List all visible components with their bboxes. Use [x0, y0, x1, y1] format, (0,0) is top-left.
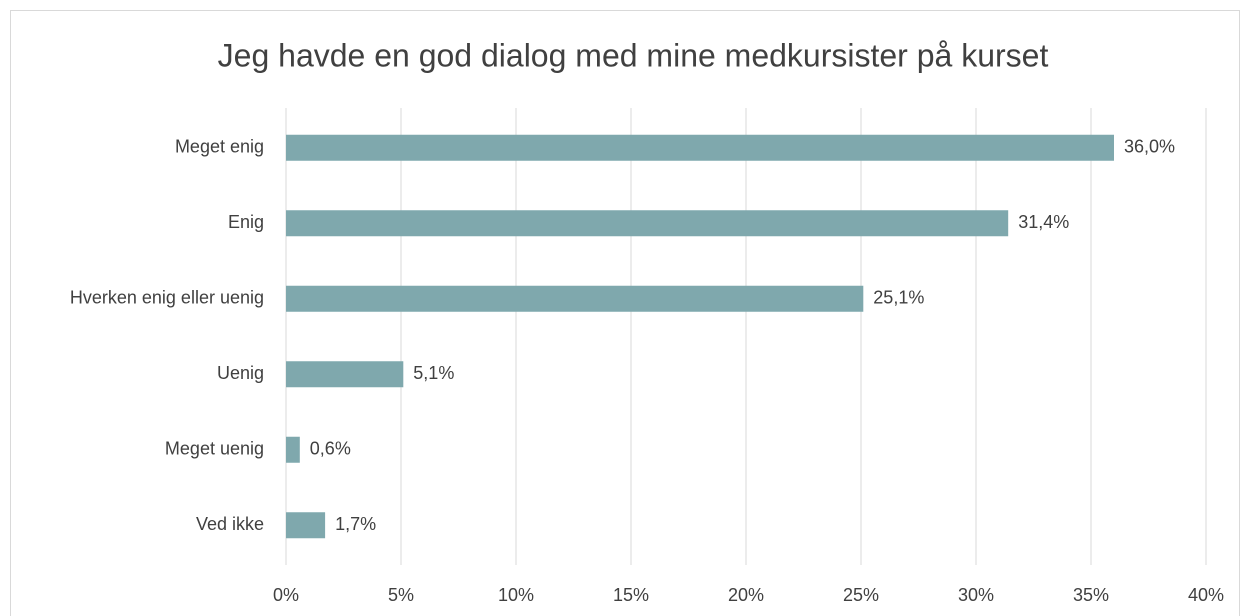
bar — [286, 512, 326, 539]
y-tick-label: Meget enig — [175, 137, 264, 157]
chart-frame — [10, 10, 1240, 616]
x-tick-label: 35% — [1073, 585, 1109, 605]
x-tick-label: 20% — [728, 585, 764, 605]
data-label: 36,0% — [1124, 137, 1175, 157]
data-label: 31,4% — [1018, 212, 1069, 232]
x-tick-label: 40% — [1188, 585, 1224, 605]
bar — [286, 361, 404, 388]
bar — [286, 285, 864, 312]
bar — [286, 436, 300, 463]
x-tick-label: 10% — [498, 585, 534, 605]
y-tick-label: Uenig — [217, 363, 264, 383]
data-label: 5,1% — [413, 363, 454, 383]
chart-title: Jeg havde en god dialog med mine medkurs… — [218, 37, 1049, 73]
data-label: 1,7% — [335, 514, 376, 534]
x-tick-label: 25% — [843, 585, 879, 605]
x-tick-label: 15% — [613, 585, 649, 605]
y-tick-label: Meget uenig — [165, 439, 264, 459]
x-tick-label: 30% — [958, 585, 994, 605]
x-tick-label: 5% — [388, 585, 414, 605]
y-tick-label: Hverken enig eller uenig — [70, 288, 264, 308]
data-label: 25,1% — [873, 288, 924, 308]
data-label: 0,6% — [310, 439, 351, 459]
y-tick-label: Enig — [228, 212, 264, 232]
x-tick-label: 0% — [273, 585, 299, 605]
bar — [286, 210, 1009, 237]
y-tick-label: Ved ikke — [196, 514, 264, 534]
bar — [286, 134, 1114, 161]
